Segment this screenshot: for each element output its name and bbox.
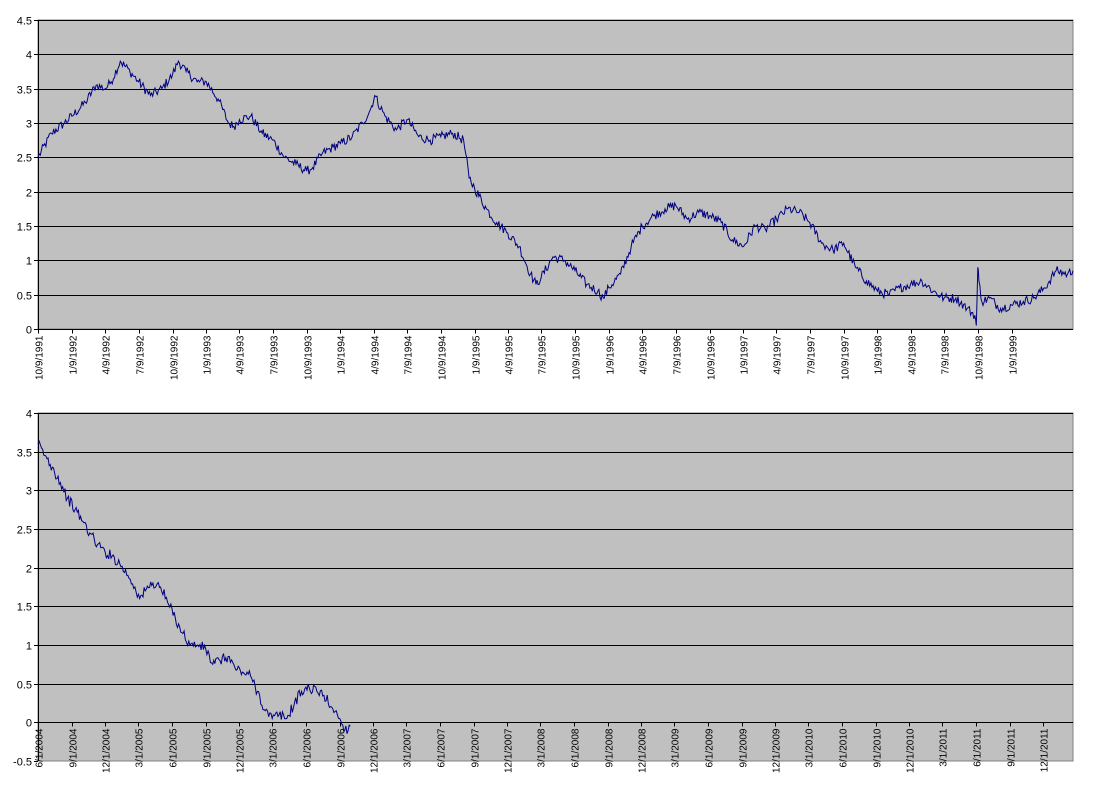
x-tick-label: 6/1/2007 <box>437 728 448 767</box>
x-tick-label: 6/1/2010 <box>839 728 850 767</box>
x-tick-label: 4/9/1994 <box>371 335 382 374</box>
x-tick-label: 10/9/1997 <box>841 335 852 380</box>
x-tick-label: 1/9/1996 <box>606 335 617 374</box>
x-tick-label: 9/1/2005 <box>203 728 214 767</box>
x-tick-label: 4/9/1997 <box>773 335 784 374</box>
x-tick-label: 7/9/1998 <box>941 335 952 374</box>
y-tick-label: 1.5 <box>17 602 32 614</box>
chart-top: 0 0.5 1 1.5 2 2.5 3 3.5 4 4.5 10/9/1991 1/9/1992 4/9… <box>17 16 1074 380</box>
x-tick-label: 9/1/2010 <box>873 728 884 767</box>
y-tick-label: 2 <box>26 564 32 576</box>
x-tick-label: 3/1/2011 <box>939 728 950 767</box>
plot-area <box>37 412 1074 762</box>
x-tick-label: 4/9/1996 <box>639 335 650 374</box>
x-tick-label: 9/1/2006 <box>337 728 348 767</box>
x-tick-label: 1/9/1994 <box>337 335 348 374</box>
y-tick-label: 3 <box>26 486 32 498</box>
y-tick-label: 3 <box>26 119 32 131</box>
x-tick-label: 3/1/2009 <box>671 728 682 767</box>
chart-1-group: -0.5 0 0.5 1 1.5 2 2.5 3 3.5 4 6/1/2004 9/1/2004 12/… <box>13 409 1074 773</box>
x-tick-label: 9/1/2007 <box>471 728 482 767</box>
x-tick-label: 10/9/1992 <box>170 335 181 380</box>
x-tick-label: 6/1/2009 <box>705 728 716 767</box>
x-tick-label: 4/9/1992 <box>102 335 113 374</box>
y-tick-label: 0.5 <box>17 291 32 303</box>
y-tick-label: 3.5 <box>17 448 32 460</box>
x-tick-label: 1/9/1993 <box>203 335 214 374</box>
x-tick-label: 7/9/1993 <box>270 335 281 374</box>
y-tick-label: 2.5 <box>17 153 32 165</box>
x-tick-label: 12/1/2010 <box>906 728 917 773</box>
x-tick-label: 10/9/1991 <box>35 335 46 380</box>
x-tick-label: 10/9/1996 <box>707 335 718 380</box>
x-tick-label: 6/1/2006 <box>303 728 314 767</box>
x-tick-label: 9/1/2008 <box>605 728 616 767</box>
x-tick-label: 3/1/2010 <box>805 728 816 767</box>
x-tick-label: 4/9/1998 <box>908 335 919 374</box>
x-tick-label: 12/1/2007 <box>504 728 515 773</box>
x-tick-label: 10/9/1998 <box>975 335 986 380</box>
x-tick-label: 3/1/2008 <box>537 728 548 767</box>
y-tick-label: 0 <box>26 718 32 730</box>
x-tick-label: 4/9/1995 <box>505 335 516 374</box>
y-tick-label: 0 <box>26 325 32 337</box>
chart-bottom: -0.5 0 0.5 1 1.5 2 2.5 3 3.5 4 6/1/2004 9/1/2004 12/… <box>13 409 1074 773</box>
x-tick-label: 3/1/2006 <box>269 728 280 767</box>
x-tick-label: 12/1/2008 <box>638 728 649 773</box>
x-tick-label: 9/1/2011 <box>1007 728 1018 767</box>
x-tick-label: 3/1/2005 <box>135 728 146 767</box>
x-tick-label: 9/1/2009 <box>739 728 750 767</box>
x-tick-label: 6/1/2011 <box>973 728 984 767</box>
y-tick-label: 1.5 <box>17 222 32 234</box>
x-tick-label: 7/9/1997 <box>807 335 818 374</box>
x-tick-label: 7/9/1992 <box>136 335 147 374</box>
y-tick-label: 1 <box>26 641 32 653</box>
x-tick-label: 7/9/1996 <box>673 335 684 374</box>
x-tick-label: 7/9/1995 <box>538 335 549 374</box>
x-tick-label: 1/9/1995 <box>472 335 483 374</box>
x-tick-label: 12/1/2011 <box>1040 728 1051 772</box>
x-tick-label: 12/1/2006 <box>370 728 381 773</box>
x-tick-label: 10/9/1995 <box>572 335 583 380</box>
x-tick-label: 4/9/1993 <box>236 335 247 374</box>
x-tick-label: 1/9/1992 <box>69 335 80 374</box>
series-line <box>37 59 1074 326</box>
y-tick-label: -0.5 <box>13 757 32 769</box>
x-tick-label: 1/9/1998 <box>874 335 885 374</box>
x-tick-label: 9/1/2004 <box>69 728 80 767</box>
x-tick-label: 1/9/1997 <box>740 335 751 374</box>
y-tick-label: 4 <box>26 409 32 421</box>
chart-0-group: 0 0.5 1 1.5 2 2.5 3 3.5 4 4.5 10/9/1991 1/9/1992 4/9… <box>17 16 1074 380</box>
x-tick-label: 6/1/2008 <box>571 728 582 767</box>
x-tick-label: 6/1/2005 <box>169 728 180 767</box>
x-tick-label: 6/1/2004 <box>35 728 46 767</box>
y-tick-label: 4 <box>26 50 32 62</box>
y-tick-label: 4.5 <box>17 16 32 28</box>
x-tick-label: 7/9/1994 <box>404 335 415 374</box>
y-tick-label: 1 <box>26 256 32 268</box>
y-tick-label: 2.5 <box>17 525 32 537</box>
y-tick-label: 0.5 <box>17 680 32 692</box>
y-tick-label: 3.5 <box>17 85 32 97</box>
series-line <box>37 439 351 734</box>
x-tick-label: 3/1/2007 <box>403 728 414 767</box>
x-tick-label: 10/9/1994 <box>438 335 449 380</box>
x-tick-label: 12/1/2004 <box>102 728 113 773</box>
x-tick-label: 12/1/2009 <box>772 728 783 773</box>
plot-area <box>37 19 1074 330</box>
x-tick-label: 1/9/1999 <box>1009 335 1020 374</box>
x-tick-label: 12/1/2005 <box>236 728 247 773</box>
x-tick-label: 10/9/1993 <box>304 335 315 380</box>
y-tick-label: 2 <box>26 188 32 200</box>
